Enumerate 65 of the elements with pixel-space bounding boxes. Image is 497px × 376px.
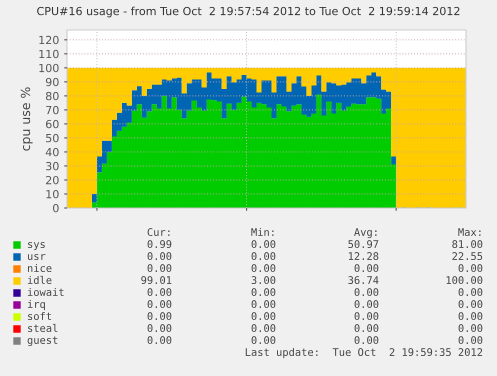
text: 99.01 [141, 276, 172, 284]
y-tick-label: 50 [46, 134, 59, 142]
text: 0.00 [458, 288, 482, 296]
y-tick-label: 70 [46, 106, 59, 114]
text: 0.00 [148, 264, 172, 272]
text: 12.28 [348, 252, 378, 260]
text: 22.55 [452, 252, 482, 260]
text: 50.97 [348, 240, 378, 248]
legend-label: irq [28, 300, 45, 310]
text: 0.00 [458, 264, 482, 272]
text: Last update: Tue Oct 2 19:59:35 2012 [246, 348, 482, 358]
text: 0.00 [354, 324, 378, 332]
text: 0.00 [252, 300, 276, 308]
legend-label: guest [28, 336, 58, 346]
text: 0.00 [252, 288, 276, 296]
legend-label: usr [28, 254, 46, 260]
y-axis-title: cpu use % [20, 87, 33, 151]
y-tick-label: 120 [39, 36, 59, 44]
legend-label: nice [28, 264, 52, 272]
text: 0.00 [354, 336, 378, 344]
text: 100.00 [446, 276, 482, 284]
text: 0.00 [252, 264, 276, 272]
legend-label: iowait [28, 288, 64, 296]
text: 0.00 [148, 324, 172, 332]
text: 0.00 [148, 288, 172, 296]
text: 81.00 [452, 240, 482, 248]
text: 0.00 [252, 240, 276, 248]
text: 0.00 [252, 312, 276, 320]
text: 0.00 [458, 312, 482, 320]
legend-label: soft [28, 312, 52, 320]
text: 0.00 [148, 312, 172, 320]
text: 0.00 [148, 300, 172, 308]
y-tick-label: 0 [53, 204, 59, 212]
legend-label: sys [28, 242, 45, 250]
y-tick-label: 100 [39, 64, 59, 72]
text: 36.74 [348, 276, 379, 284]
text: 0.99 [148, 240, 172, 248]
text: 0.00 [458, 336, 482, 344]
text: Max: [458, 228, 480, 236]
text: 0.00 [354, 300, 378, 308]
text: 0.00 [458, 324, 482, 332]
y-tick-label: 40 [46, 148, 59, 156]
legend-label: steal [28, 324, 58, 332]
y-tick-label: 80 [46, 92, 59, 100]
y-tick-label: 60 [46, 120, 59, 128]
text: Min: [251, 228, 274, 236]
chart-title: CPU#16 usage - from Tue Oct 2 19:57:54 2012 to Tue Oct 2 19:59:14 2012 [37, 6, 460, 18]
text: 0.00 [148, 336, 172, 344]
y-tick-label: 30 [46, 162, 59, 170]
y-tick-label: 90 [46, 78, 59, 86]
y-tick-label: 10 [46, 190, 59, 198]
text: 0.00 [148, 252, 172, 260]
y-tick-label: 110 [39, 50, 59, 58]
text: 3.00 [252, 276, 276, 284]
text: 0.00 [354, 264, 378, 272]
text: Cur: [148, 228, 170, 236]
text: Avg: [354, 228, 376, 238]
text: 0.00 [458, 300, 482, 308]
legend-label: idle [28, 276, 52, 284]
text: 0.00 [252, 336, 276, 344]
text: 0.00 [252, 252, 276, 260]
text: 0.00 [354, 288, 378, 296]
text: 0.00 [252, 324, 276, 332]
y-tick-label: 20 [46, 176, 59, 184]
text: 0.00 [354, 312, 378, 320]
